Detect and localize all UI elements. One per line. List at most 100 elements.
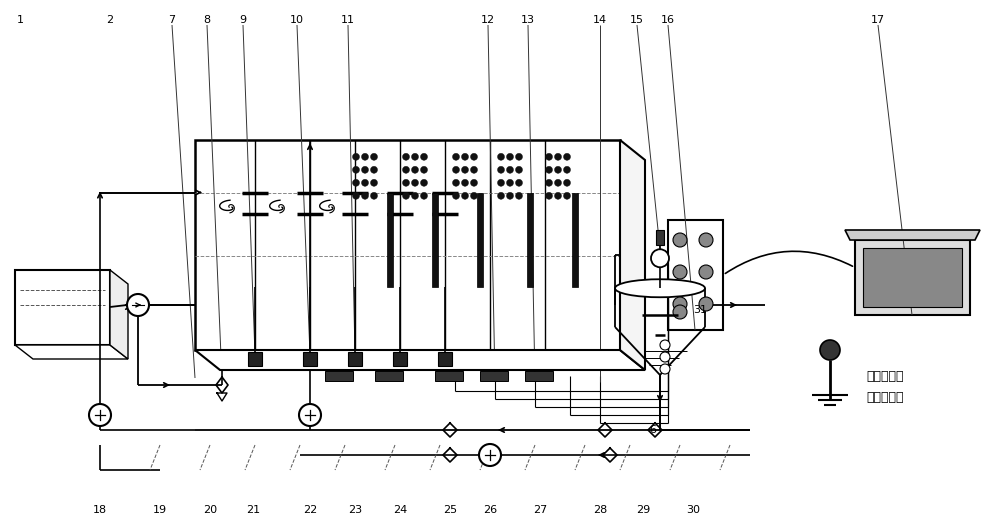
Bar — [348, 352, 362, 366]
Polygon shape — [620, 140, 645, 370]
Circle shape — [452, 180, 460, 186]
Bar — [855, 240, 970, 315]
Bar — [387, 193, 393, 287]
Circle shape — [462, 153, 468, 160]
Circle shape — [564, 166, 570, 173]
Text: 10: 10 — [290, 15, 304, 25]
Circle shape — [673, 265, 687, 279]
Circle shape — [471, 180, 478, 186]
Circle shape — [546, 192, 552, 200]
Circle shape — [412, 166, 418, 173]
Circle shape — [507, 180, 514, 186]
Bar — [572, 193, 578, 287]
Ellipse shape — [615, 279, 705, 297]
Circle shape — [370, 180, 378, 186]
Circle shape — [352, 166, 360, 173]
Text: 1: 1 — [16, 15, 24, 25]
Circle shape — [462, 166, 468, 173]
Text: 21: 21 — [246, 505, 260, 515]
Text: 15: 15 — [630, 15, 644, 25]
Bar — [432, 193, 438, 287]
Bar — [668, 220, 723, 330]
Polygon shape — [15, 345, 128, 359]
Bar — [375, 371, 403, 381]
Text: 28: 28 — [593, 505, 607, 515]
Circle shape — [462, 192, 468, 200]
Circle shape — [660, 352, 670, 362]
Circle shape — [699, 233, 713, 247]
Circle shape — [420, 180, 428, 186]
Bar — [525, 371, 553, 381]
Bar — [303, 352, 317, 366]
Circle shape — [370, 153, 378, 160]
Circle shape — [362, 153, 368, 160]
Circle shape — [127, 294, 149, 316]
Circle shape — [651, 249, 669, 267]
Circle shape — [370, 192, 378, 200]
Circle shape — [452, 192, 460, 200]
Text: 25: 25 — [443, 505, 457, 515]
Circle shape — [370, 166, 378, 173]
Circle shape — [362, 180, 368, 186]
Bar — [195, 140, 620, 350]
Circle shape — [546, 166, 552, 173]
Text: 17: 17 — [871, 15, 885, 25]
Circle shape — [352, 180, 360, 186]
Text: 19: 19 — [153, 505, 167, 515]
Circle shape — [412, 153, 418, 160]
Circle shape — [420, 166, 428, 173]
Circle shape — [673, 305, 687, 319]
Text: 24: 24 — [393, 505, 407, 515]
Text: 27: 27 — [533, 505, 547, 515]
Text: 8: 8 — [203, 15, 211, 25]
Circle shape — [402, 153, 410, 160]
Text: 11: 11 — [341, 15, 355, 25]
Circle shape — [498, 192, 505, 200]
Circle shape — [564, 153, 570, 160]
Circle shape — [498, 180, 505, 186]
Bar — [248, 352, 262, 366]
Text: 22: 22 — [303, 505, 317, 515]
Circle shape — [516, 153, 522, 160]
Text: 20: 20 — [203, 505, 217, 515]
Circle shape — [89, 404, 111, 426]
Circle shape — [507, 166, 514, 173]
Text: 6: 6 — [650, 425, 656, 435]
Circle shape — [673, 297, 687, 311]
Circle shape — [554, 153, 562, 160]
Circle shape — [673, 233, 687, 247]
Circle shape — [471, 153, 478, 160]
Circle shape — [516, 166, 522, 173]
Bar — [325, 371, 353, 381]
Circle shape — [362, 166, 368, 173]
Text: 18: 18 — [93, 505, 107, 515]
Text: 12: 12 — [481, 15, 495, 25]
Circle shape — [699, 265, 713, 279]
Text: 30: 30 — [686, 505, 700, 515]
Circle shape — [452, 166, 460, 173]
Circle shape — [564, 192, 570, 200]
Bar — [477, 193, 483, 287]
Bar — [480, 371, 508, 381]
Text: 2: 2 — [106, 15, 114, 25]
Bar — [527, 193, 533, 287]
Circle shape — [402, 180, 410, 186]
Bar — [863, 248, 962, 307]
Circle shape — [564, 180, 570, 186]
Circle shape — [516, 180, 522, 186]
Circle shape — [660, 340, 670, 350]
Text: 13: 13 — [521, 15, 535, 25]
Circle shape — [412, 180, 418, 186]
Circle shape — [452, 153, 460, 160]
Text: 9: 9 — [239, 15, 247, 25]
Circle shape — [352, 192, 360, 200]
Circle shape — [462, 180, 468, 186]
Bar — [393, 352, 407, 366]
Circle shape — [479, 444, 501, 466]
Circle shape — [516, 192, 522, 200]
Circle shape — [420, 192, 428, 200]
Circle shape — [352, 153, 360, 160]
Bar — [438, 352, 452, 366]
Text: 16: 16 — [661, 15, 675, 25]
Text: 7: 7 — [168, 15, 176, 25]
